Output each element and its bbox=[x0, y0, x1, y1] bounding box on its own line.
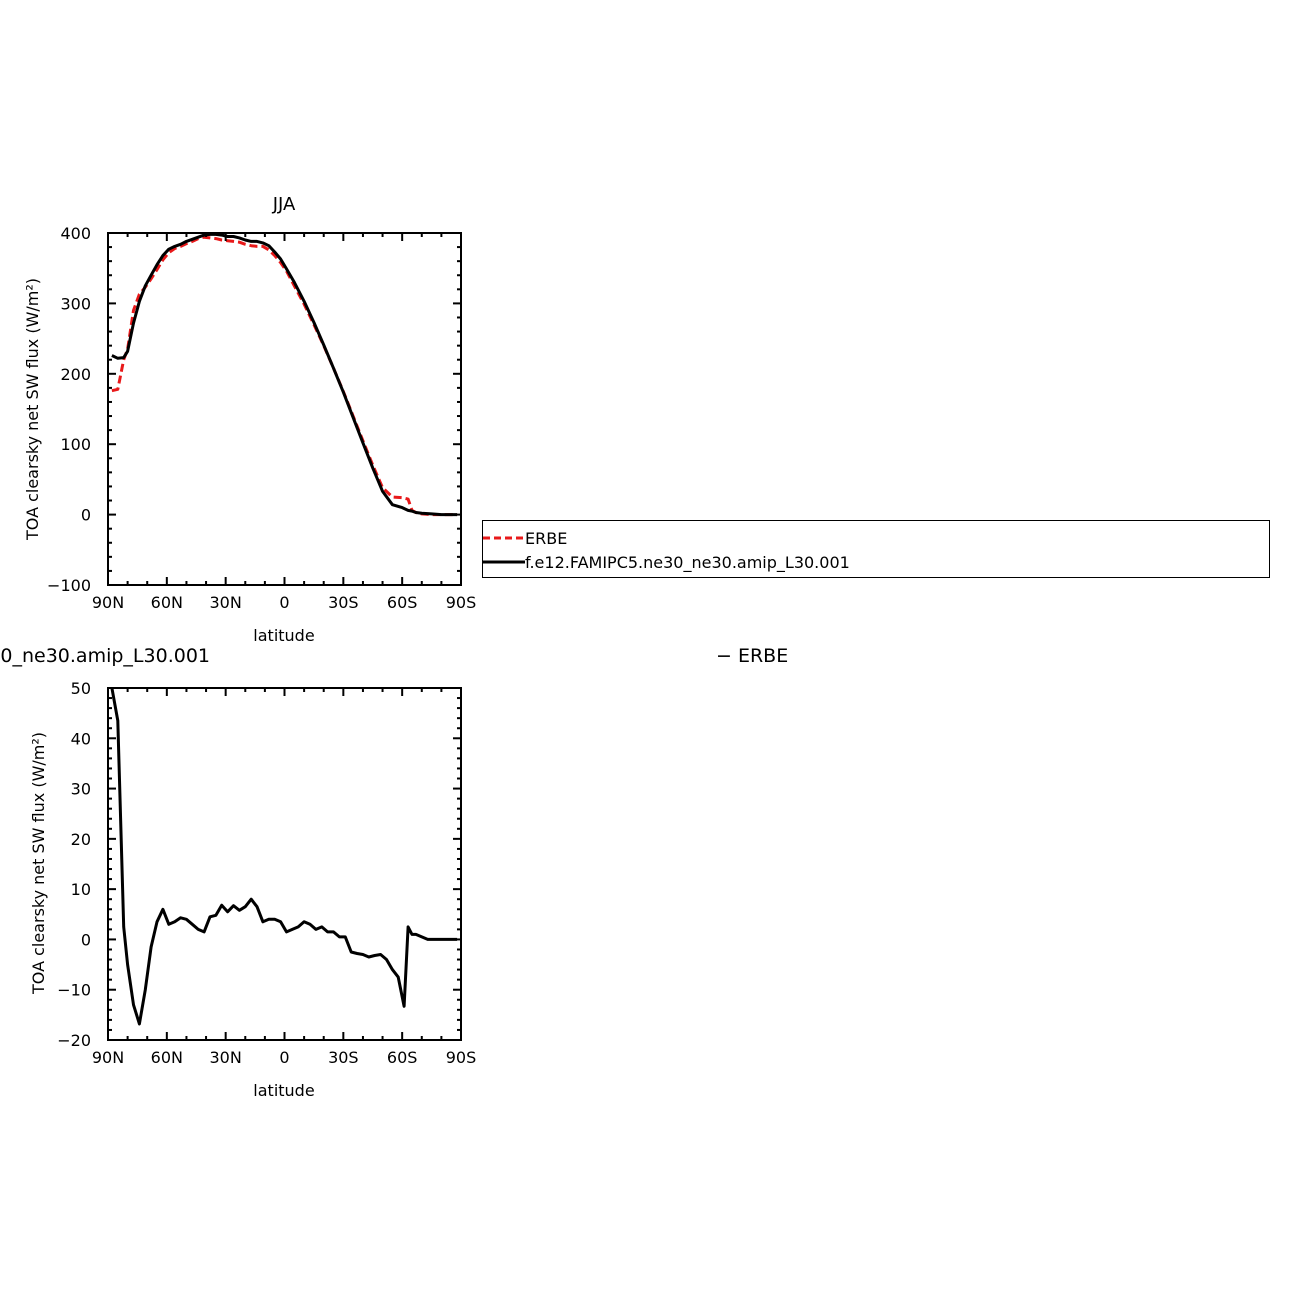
bottom-y-tick-label: 10 bbox=[71, 880, 91, 899]
bottom-y-tick-label: 20 bbox=[71, 830, 91, 849]
top-plot-area: 90N 60N 30N 0 30S 60S 90S −100 0 100 200 300 400 bbox=[47, 224, 476, 612]
bottom-y-tick-label: 50 bbox=[71, 679, 91, 698]
bottom-plot-frame bbox=[107, 687, 462, 1041]
top-plot-frame bbox=[107, 232, 462, 586]
bottom-chart-title-right: − ERBE bbox=[716, 645, 788, 667]
bottom-y-tick-label: 0 bbox=[81, 930, 91, 949]
bottom-x-tick-label: 0 bbox=[279, 1048, 289, 1067]
top-x-axis-label: latitude bbox=[253, 626, 314, 645]
bottom-y-axis-label: TOA clearsky net SW flux (W/m²) bbox=[29, 732, 48, 995]
bottom-x-tick-label: 90N bbox=[92, 1048, 124, 1067]
top-x-tick-label: 0 bbox=[279, 593, 289, 612]
legend: ERBE f.e12.FAMIPC5.ne30_ne30.amip_L30.00… bbox=[482, 520, 1270, 578]
bottom-x-tick-label: 60N bbox=[151, 1048, 183, 1067]
top-y-tick-label: 200 bbox=[60, 365, 91, 384]
top-y-tick-label: 300 bbox=[60, 294, 91, 313]
top-x-tick-label: 60S bbox=[387, 593, 418, 612]
top-y-tick-label: 0 bbox=[81, 506, 91, 525]
bottom-x-tick-label: 90S bbox=[446, 1048, 477, 1067]
bottom-x-axis-label: latitude bbox=[253, 1081, 314, 1100]
top-y-tick-label: 400 bbox=[60, 224, 91, 243]
bottom-x-tick-label: 30S bbox=[328, 1048, 359, 1067]
top-series-model-line bbox=[111, 233, 458, 517]
legend-label-model: f.e12.FAMIPC5.ne30_ne30.amip_L30.001 bbox=[525, 552, 850, 572]
legend-label-erbe: ERBE bbox=[525, 528, 568, 548]
legend-item-model: f.e12.FAMIPC5.ne30_ne30.amip_L30.001 bbox=[483, 550, 850, 574]
bottom-y-tick-label: 30 bbox=[71, 780, 91, 799]
top-series-erbe-line bbox=[111, 235, 458, 517]
bottom-y-tick-label: −20 bbox=[57, 1031, 91, 1050]
top-chart-title: JJA bbox=[272, 194, 296, 215]
top-panel: JJA latitude TOA clearsky net SW flux (W… bbox=[23, 194, 476, 645]
bottom-x-tick-label: 60S bbox=[387, 1048, 418, 1067]
legend-swatch-erbe bbox=[483, 536, 525, 540]
top-x-tick-label: 90N bbox=[92, 593, 124, 612]
top-x-tick-label: 60N bbox=[151, 593, 183, 612]
top-x-tick-label: 30S bbox=[328, 593, 359, 612]
top-x-tick-label: 90S bbox=[446, 593, 477, 612]
legend-swatch-model bbox=[483, 560, 525, 564]
bottom-plot-area: 90N 60N 30N 0 30S 60S 90S −20 −10 0 10 20 30 40 50 bbox=[57, 679, 476, 1067]
bottom-series-difference-line bbox=[110, 688, 458, 1026]
top-y-axis-label: TOA clearsky net SW flux (W/m²) bbox=[23, 278, 42, 541]
legend-item-erbe: ERBE bbox=[483, 526, 567, 550]
top-y-tick-label: 100 bbox=[60, 435, 91, 454]
bottom-x-tick-label: 30N bbox=[210, 1048, 242, 1067]
bottom-y-tick-label: 40 bbox=[71, 729, 91, 748]
bottom-panel: f.e12.FAMIPC5.ne30_ne30.amip_L30.001 − E… bbox=[0, 645, 788, 1100]
top-x-tick-label: 30N bbox=[210, 593, 242, 612]
bottom-chart-title: f.e12.FAMIPC5.ne30_ne30.amip_L30.001 bbox=[0, 645, 210, 667]
top-y-tick-label: −100 bbox=[47, 576, 91, 595]
bottom-y-tick-label: −10 bbox=[57, 981, 91, 1000]
